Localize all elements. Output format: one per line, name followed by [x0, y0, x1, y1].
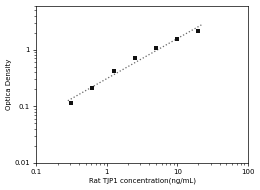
Y-axis label: Optica Density: Optica Density: [5, 59, 11, 110]
Point: [175, 37, 179, 40]
Point: [196, 30, 200, 33]
X-axis label: Rat TJP1 concentration(ng/mL): Rat TJP1 concentration(ng/mL): [88, 178, 196, 184]
Point: [112, 70, 116, 73]
Point: [69, 102, 73, 105]
Point: [133, 56, 137, 59]
Point: [90, 86, 94, 89]
Point: [154, 47, 158, 50]
